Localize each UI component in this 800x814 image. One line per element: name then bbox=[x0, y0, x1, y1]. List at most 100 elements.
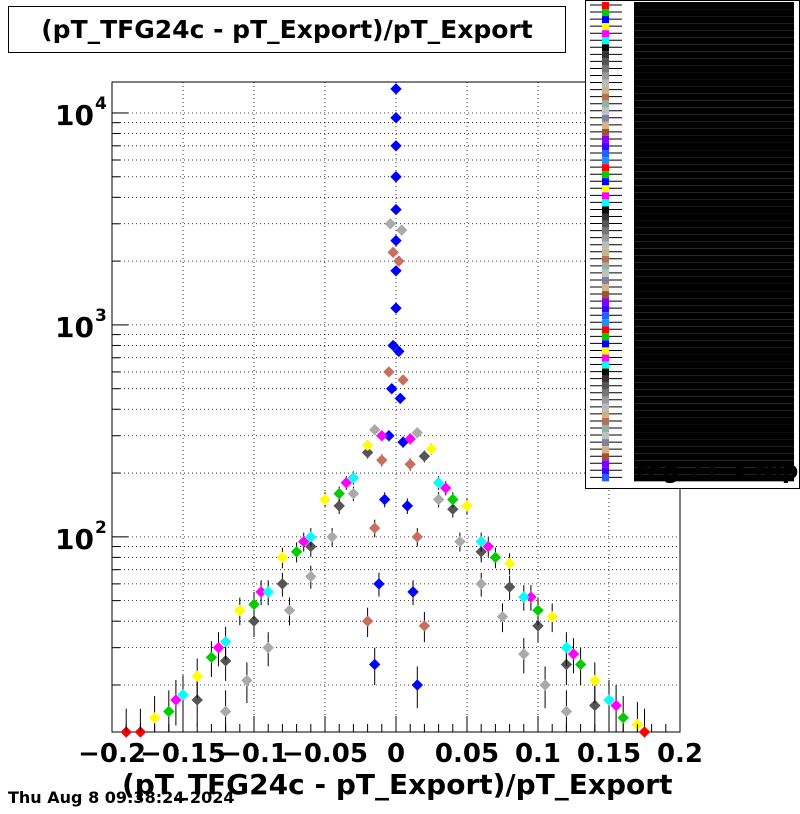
data-point bbox=[373, 578, 385, 590]
legend-marker bbox=[602, 361, 609, 369]
legend-row-text-mass bbox=[634, 65, 794, 73]
data-point bbox=[283, 604, 296, 617]
data-point bbox=[305, 531, 317, 543]
y-tick-label: 10 bbox=[55, 523, 94, 556]
legend-marker bbox=[602, 107, 609, 115]
legend-marker bbox=[602, 128, 609, 136]
data-point bbox=[248, 615, 260, 627]
legend-row-text-mass bbox=[634, 403, 794, 411]
data-point bbox=[361, 446, 374, 459]
data-point bbox=[368, 658, 381, 671]
legend-row-text-mass bbox=[634, 382, 794, 390]
data-point bbox=[163, 705, 175, 718]
data-point bbox=[394, 392, 406, 405]
data-point bbox=[290, 546, 303, 558]
data-point bbox=[390, 83, 402, 95]
legend-row-text-mass bbox=[634, 79, 794, 87]
data-point bbox=[390, 234, 402, 247]
legend-marker bbox=[602, 9, 609, 17]
legend-marker bbox=[602, 213, 609, 221]
data-point bbox=[418, 450, 431, 462]
legend-row-text-mass bbox=[634, 361, 794, 369]
legend-marker bbox=[602, 178, 609, 186]
x-tick-label: −0.15 bbox=[140, 739, 226, 769]
data-point bbox=[546, 610, 558, 623]
legend-row-text-mass bbox=[634, 178, 794, 186]
x-tick-label: 0.15 bbox=[577, 739, 641, 769]
legend-marker bbox=[602, 171, 609, 179]
data-point bbox=[560, 705, 573, 718]
data-point bbox=[432, 477, 445, 489]
data-point bbox=[262, 586, 274, 598]
legend-marker bbox=[602, 291, 609, 299]
data-point bbox=[496, 610, 509, 623]
data-point bbox=[603, 694, 615, 706]
data-point bbox=[262, 641, 274, 654]
legend-marker bbox=[602, 284, 609, 291]
data-point bbox=[390, 302, 402, 314]
legend-row-text-mass bbox=[634, 86, 794, 94]
legend-row-text-mass bbox=[634, 291, 794, 299]
data-point bbox=[439, 482, 452, 494]
data-point bbox=[539, 679, 551, 691]
legend-row-text-mass bbox=[634, 326, 794, 334]
legend-row-text-mass bbox=[634, 227, 794, 235]
legend-marker bbox=[602, 305, 609, 313]
y-tick-label: 10 bbox=[55, 99, 94, 132]
legend-row-text-mass bbox=[634, 185, 794, 193]
legend-row-text-mass bbox=[634, 16, 794, 24]
legend-row-text-mass bbox=[634, 340, 794, 348]
legend-marker bbox=[602, 276, 609, 284]
data-point bbox=[482, 540, 495, 553]
legend-marker bbox=[602, 227, 609, 235]
legend-marker bbox=[602, 23, 609, 31]
data-point bbox=[574, 658, 587, 671]
data-point bbox=[617, 712, 629, 724]
x-tick-label: −0.05 bbox=[282, 739, 368, 769]
legend-row-text-mass bbox=[634, 37, 794, 45]
data-point bbox=[567, 648, 580, 660]
legend-row-text-mass bbox=[634, 192, 794, 200]
data-point bbox=[503, 581, 516, 593]
legend-marker bbox=[602, 199, 609, 207]
data-point bbox=[432, 493, 445, 506]
legend-row-text-mass bbox=[634, 100, 794, 108]
x-tick-label: 0 bbox=[387, 739, 405, 769]
legend-row-text-mass bbox=[634, 474, 794, 482]
legend-row-text-mass bbox=[634, 439, 794, 447]
legend-marker bbox=[602, 389, 609, 397]
data-point bbox=[340, 477, 353, 489]
data-point bbox=[418, 620, 431, 632]
legend-marker bbox=[602, 185, 609, 193]
legend-marker bbox=[602, 474, 609, 482]
data-point bbox=[425, 443, 438, 455]
legend-marker bbox=[602, 382, 609, 390]
legend-row-text-mass bbox=[634, 375, 794, 383]
legend-row-text-mass bbox=[634, 368, 794, 376]
timestamp: Thu Aug 8 09:38:24 2024 bbox=[8, 788, 235, 807]
legend-row-text-mass bbox=[634, 453, 794, 461]
legend-row-text-mass bbox=[634, 276, 794, 284]
legend-row-text-mass bbox=[634, 220, 794, 228]
data-point bbox=[368, 522, 381, 534]
data-point bbox=[276, 551, 289, 564]
legend-marker bbox=[602, 143, 609, 150]
legend-marker bbox=[602, 206, 609, 214]
legend-marker bbox=[602, 354, 609, 362]
data-point bbox=[503, 557, 516, 570]
legend-marker bbox=[602, 150, 609, 158]
legend-marker bbox=[602, 417, 609, 425]
legend-marker bbox=[602, 375, 609, 383]
legend-marker bbox=[602, 347, 609, 355]
y-tick-label: 10 bbox=[55, 311, 94, 344]
legend-row-text-mass bbox=[634, 206, 794, 214]
legend-row-text-mass bbox=[634, 432, 794, 440]
data-point bbox=[347, 472, 360, 484]
legend-marker bbox=[602, 86, 609, 94]
data-point bbox=[638, 726, 651, 738]
y-tick-exponent: 3 bbox=[95, 306, 107, 326]
data-point bbox=[191, 694, 203, 706]
legend-row-text-mass bbox=[634, 284, 794, 291]
legend-row-text-mass bbox=[634, 199, 794, 207]
legend-marker bbox=[602, 157, 609, 165]
